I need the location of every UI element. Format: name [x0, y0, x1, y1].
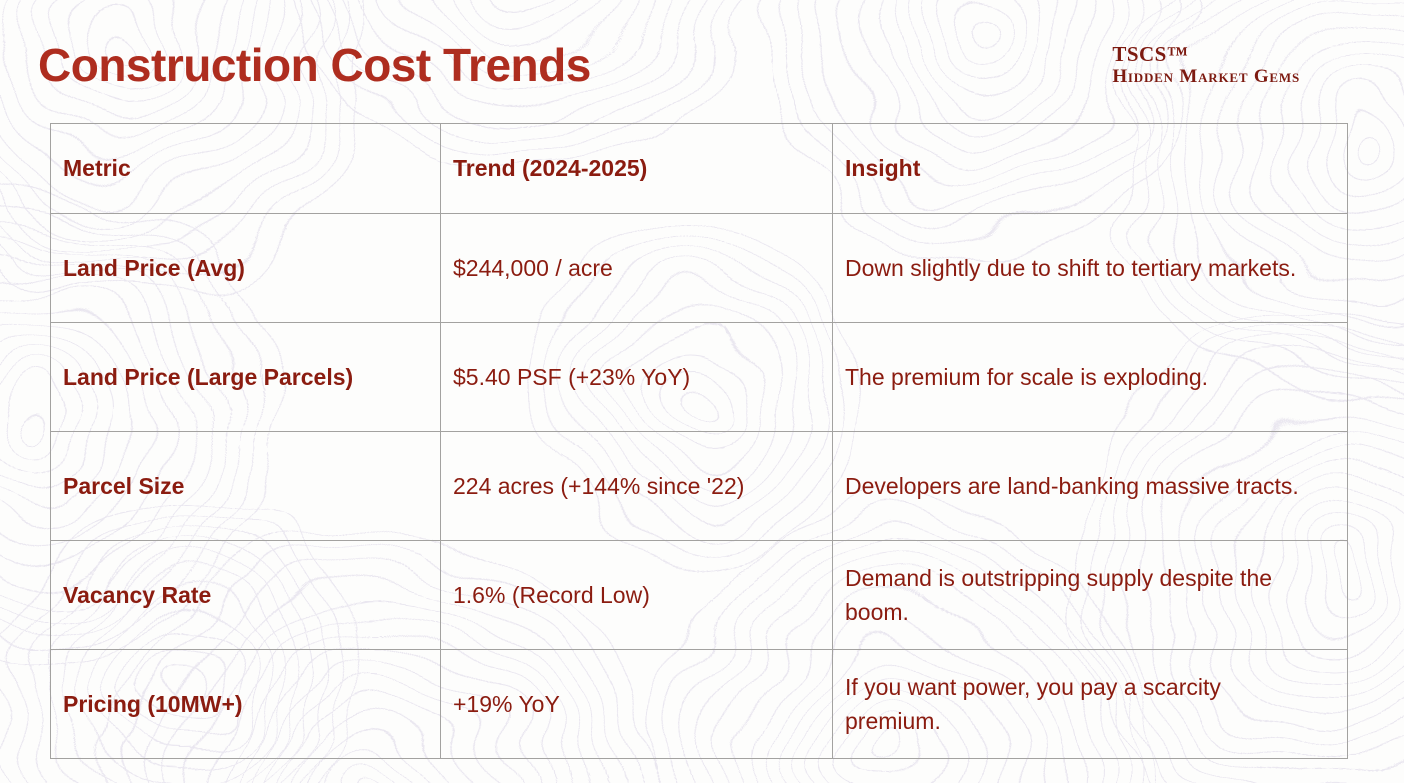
brand-name: TSCS™	[1112, 42, 1189, 66]
column-header-metric: Metric	[50, 123, 441, 214]
cell-trend: $244,000 / acre	[440, 213, 833, 323]
cell-insight: The premium for scale is exploding.	[832, 322, 1348, 432]
cell-metric: Land Price (Avg)	[50, 213, 441, 323]
cell-trend: 224 acres (+144% since '22)	[440, 431, 833, 541]
cell-insight: If you want power, you pay a scarcity pr…	[832, 649, 1348, 759]
cell-metric: Land Price (Large Parcels)	[50, 322, 441, 432]
table-row: Land Price (Avg) $244,000 / acre Down sl…	[50, 213, 1348, 323]
table-row: Vacancy Rate 1.6% (Record Low) Demand is…	[50, 540, 1348, 650]
column-header-trend: Trend (2024-2025)	[440, 123, 833, 214]
cell-insight: Down slightly due to shift to tertiary m…	[832, 213, 1348, 323]
brand-logo: TSCS™ Hidden Market Gems	[1112, 42, 1300, 88]
table-header-row: Metric Trend (2024-2025) Insight	[50, 123, 1348, 214]
brand-tagline: Hidden Market Gems	[1112, 66, 1300, 88]
cell-metric: Parcel Size	[50, 431, 441, 541]
table-row: Pricing (10MW+) +19% YoY If you want pow…	[50, 649, 1348, 759]
cell-metric: Vacancy Rate	[50, 540, 441, 650]
cost-trends-table: Metric Trend (2024-2025) Insight Land Pr…	[50, 123, 1348, 759]
page-title: Construction Cost Trends	[38, 39, 591, 91]
table-row: Parcel Size 224 acres (+144% since '22) …	[50, 431, 1348, 541]
cell-trend: 1.6% (Record Low)	[440, 540, 833, 650]
column-header-insight: Insight	[832, 123, 1348, 214]
cell-trend: +19% YoY	[440, 649, 833, 759]
cell-trend: $5.40 PSF (+23% YoY)	[440, 322, 833, 432]
cell-insight: Demand is outstripping supply despite th…	[832, 540, 1348, 650]
cell-insight: Developers are land-banking massive trac…	[832, 431, 1348, 541]
cell-metric: Pricing (10MW+)	[50, 649, 441, 759]
table-row: Land Price (Large Parcels) $5.40 PSF (+2…	[50, 322, 1348, 432]
